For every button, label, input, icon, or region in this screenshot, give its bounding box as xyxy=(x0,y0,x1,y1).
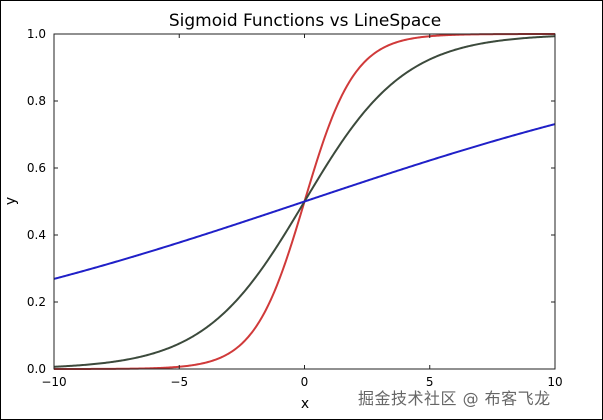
x-tick-label: 0 xyxy=(301,375,309,389)
y-tick-label: 0.6 xyxy=(27,161,46,175)
y-tick-label: 0.4 xyxy=(27,228,46,242)
plot-lines xyxy=(53,33,556,370)
y-tick-label: 1.0 xyxy=(27,27,46,41)
y-tick-label: 0.0 xyxy=(27,362,46,376)
chart-title: Sigmoid Functions vs LineSpace xyxy=(169,11,441,31)
y-axis-ticks: 0.0 0.2 0.4 0.6 0.8 1.0 xyxy=(27,27,555,376)
line-sigmoid-x-10- xyxy=(53,123,556,280)
watermark-text: 掘金技术社区 @ 布客飞龙 xyxy=(358,389,551,408)
x-axis-ticks: −10 −5 0 5 10 xyxy=(41,34,563,389)
x-tick-label: 10 xyxy=(547,375,562,389)
x-tick-label: −10 xyxy=(41,375,66,389)
x-tick-label: 5 xyxy=(426,375,434,389)
y-tick-label: 0.8 xyxy=(27,94,46,108)
x-axis-label: x xyxy=(301,396,309,412)
y-tick-label: 0.2 xyxy=(27,295,46,309)
x-tick-label: −5 xyxy=(170,375,188,389)
y-axis-label: y xyxy=(3,197,19,205)
